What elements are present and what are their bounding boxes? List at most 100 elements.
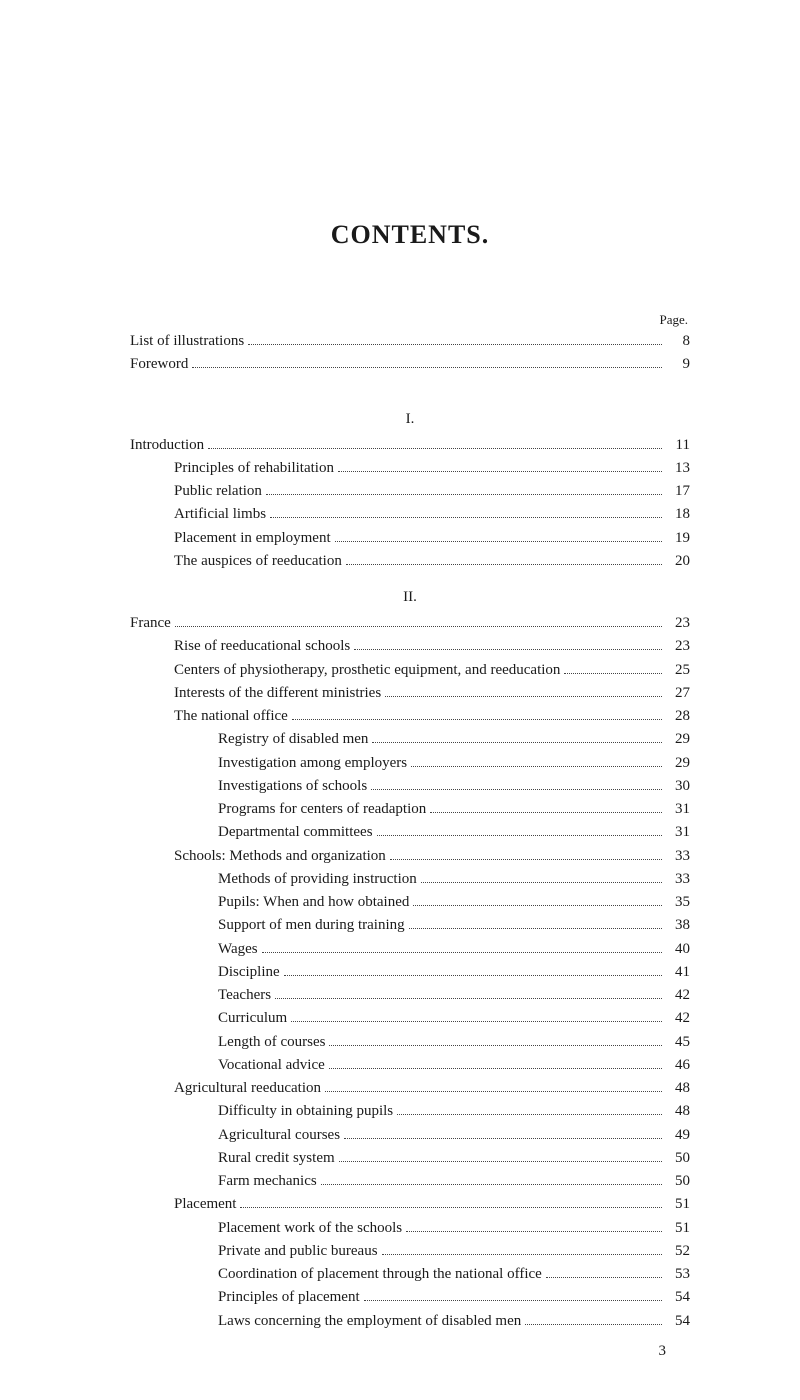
toc-line: Artificial limbs 18 [130,503,690,526]
toc-entry-page: 40 [666,938,690,961]
toc-leader-dots [372,732,662,744]
toc-entry-page: 52 [666,1240,690,1263]
toc-line: Pupils: When and how obtained35 [130,891,690,914]
toc-entry-label: Curriculum [218,1007,287,1030]
toc-entry-page: 54 [666,1310,690,1333]
toc-leader-dots [344,1127,662,1139]
toc-line: Public relation17 [130,480,690,503]
toc-entry-page: 42 [666,1007,690,1030]
toc-line: Support of men during training38 [130,914,690,937]
toc-line: Agricultural courses49 [130,1124,690,1147]
toc-entry-page: 29 [666,728,690,751]
toc-leader-dots [564,662,662,674]
toc-entry-label: Teachers [218,984,271,1007]
toc-line: Rise of reeducational schools23 [130,635,690,658]
toc-entry-label: Centers of physiotherapy, prosthetic equ… [174,659,560,682]
toc-leader-dots [325,1081,662,1093]
toc-entry-label: Rural credit system [218,1147,335,1170]
toc-leader-dots [371,778,662,790]
toc-line: Discipline 41 [130,961,690,984]
toc-entry-label: Public relation [174,480,262,503]
toc-line: The auspices of reeducation 20 [130,550,690,573]
toc-leader-dots [409,918,662,930]
toc-leader-dots [546,1267,662,1279]
toc-leader-dots [266,484,662,496]
toc-leader-dots [406,1220,662,1232]
toc-leader-dots [382,1243,662,1255]
toc-line: Investigations of schools30 [130,775,690,798]
toc-leader-dots [275,988,662,1000]
toc-top-group: List of illustrations8Foreword9 [130,330,690,377]
toc-leader-dots [292,709,662,721]
toc-entry-page: 33 [666,868,690,891]
toc-entry-label: Placement [174,1193,236,1216]
toc-entry-label: The auspices of reeducation [174,550,342,573]
toc-line: Farm mechanics 50 [130,1170,690,1193]
toc-leader-dots [354,639,662,651]
toc-entry-page: 18 [666,503,690,526]
toc-leader-dots [390,848,662,860]
toc-line: Placement work of the schools51 [130,1217,690,1240]
section-2-heading: II. [130,589,690,606]
toc-entry-label: Wages [218,938,258,961]
toc-line: Teachers42 [130,984,690,1007]
page-title: CONTENTS. [130,220,690,250]
toc-leader-dots [525,1313,662,1325]
section-1-heading: I. [130,411,690,428]
toc-entry-page: 33 [666,845,690,868]
toc-entry-label: Interests of the different ministries [174,682,381,705]
toc-entry-page: 54 [666,1286,690,1309]
toc-entry-label: Foreword [130,353,188,376]
toc-line: Interests of the different ministries27 [130,682,690,705]
toc-leader-dots [270,507,662,519]
toc-leader-dots [430,802,662,814]
toc-leader-dots [338,460,662,472]
toc-entry-page: 41 [666,961,690,984]
toc-entry-label: Discipline [218,961,280,984]
toc-entry-page: 51 [666,1193,690,1216]
toc-entry-label: Private and public bureaus [218,1240,378,1263]
toc-entry-page: 28 [666,705,690,728]
toc-line: Agricultural reeducation48 [130,1077,690,1100]
toc-entry-page: 25 [666,659,690,682]
toc-entry-page: 20 [666,550,690,573]
toc-line: Placement in employment19 [130,527,690,550]
toc-entry-page: 49 [666,1124,690,1147]
toc-line: Principles of rehabilitation 13 [130,457,690,480]
toc-entry-label: Vocational advice [218,1054,325,1077]
toc-entry-label: Principles of rehabilitation [174,457,334,480]
toc-entry-label: Artificial limbs [174,503,266,526]
toc-entry-label: Difficulty in obtaining pupils [218,1100,393,1123]
toc-leader-dots [329,1034,662,1046]
toc-entry-page: 11 [666,434,690,457]
toc-leader-dots [208,437,662,449]
toc-entry-label: Farm mechanics [218,1170,317,1193]
toc-line: Programs for centers of readaption31 [130,798,690,821]
toc-line: Length of courses45 [130,1031,690,1054]
toc-entry-page: 35 [666,891,690,914]
toc-line: Schools: Methods and organization33 [130,845,690,868]
toc-entry-page: 13 [666,457,690,480]
toc-leader-dots [421,871,662,883]
toc-line: Principles of placement54 [130,1286,690,1309]
toc-leader-dots [240,1197,662,1209]
toc-entry-label: Departmental committees [218,821,373,844]
toc-section-1-group: Introduction11Principles of rehabilitati… [130,434,690,574]
toc-leader-dots [413,895,662,907]
toc-leader-dots [321,1174,662,1186]
toc-line: Introduction11 [130,434,690,457]
toc-leader-dots [339,1150,662,1162]
toc-entry-page: 31 [666,821,690,844]
toc-entry-label: Rise of reeducational schools [174,635,350,658]
toc-entry-page: 50 [666,1170,690,1193]
toc-line: Methods of providing instruction33 [130,868,690,891]
toc-entry-label: List of illustrations [130,330,244,353]
toc-leader-dots [329,1057,662,1069]
toc-line: Curriculum 42 [130,1007,690,1030]
toc-entry-page: 46 [666,1054,690,1077]
toc-leader-dots [364,1290,662,1302]
toc-line: Investigation among employers29 [130,752,690,775]
toc-leader-dots [291,1011,662,1023]
toc-entry-page: 38 [666,914,690,937]
toc-line: The national office28 [130,705,690,728]
